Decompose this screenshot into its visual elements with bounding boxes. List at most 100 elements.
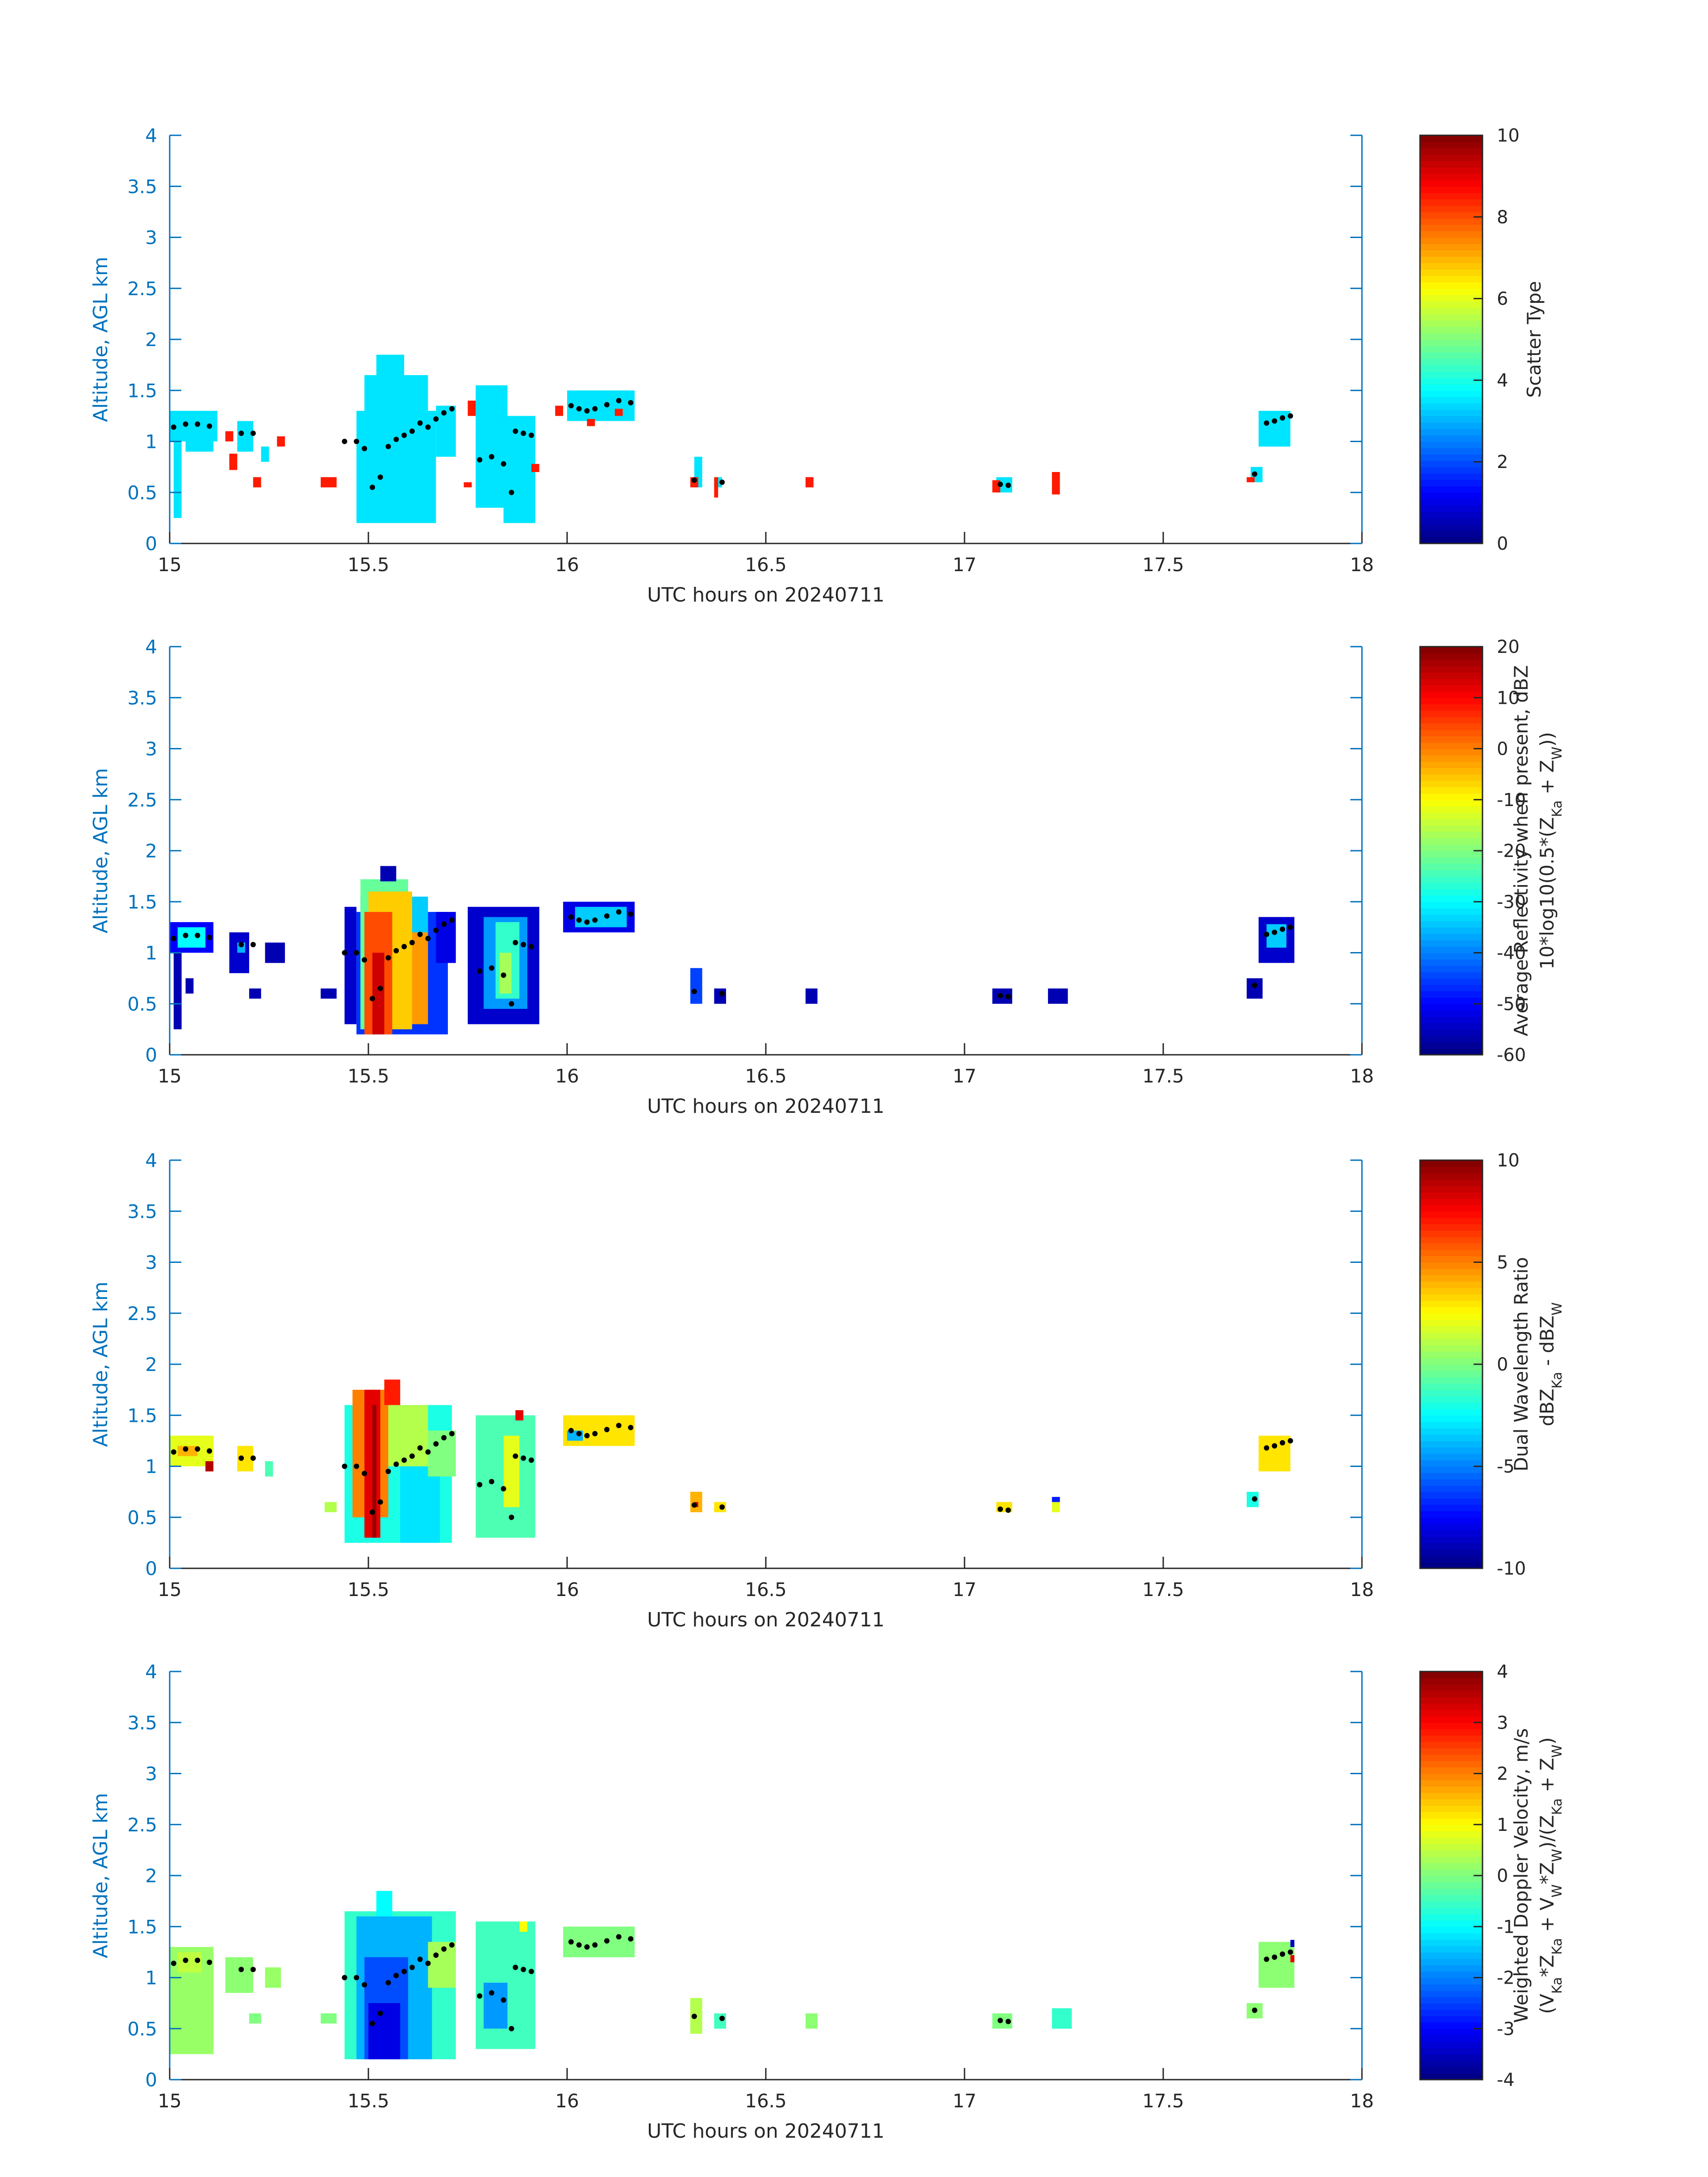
heatmap-cell bbox=[1052, 1497, 1060, 1502]
y-tick-label: 0 bbox=[145, 533, 157, 555]
heatmap-cell bbox=[499, 953, 512, 994]
overlay-dot bbox=[584, 408, 590, 414]
colorbar-step bbox=[1420, 940, 1482, 947]
overlay-dots bbox=[171, 398, 1293, 495]
colorbar-step bbox=[1420, 1780, 1482, 1787]
colorbar-step bbox=[1420, 1952, 1482, 1959]
overlay-dot bbox=[354, 439, 359, 444]
overlay-dot bbox=[342, 1463, 347, 1469]
x-tick-label: 16.5 bbox=[745, 1579, 787, 1600]
colorbar-step bbox=[1420, 1511, 1482, 1518]
overlay-dot bbox=[401, 1457, 407, 1463]
heatmap-cell bbox=[806, 2013, 818, 2029]
colorbar-step bbox=[1420, 1179, 1482, 1186]
colorbar-step bbox=[1420, 1888, 1482, 1895]
colorbar-step bbox=[1420, 1326, 1482, 1333]
colorbar-step bbox=[1420, 231, 1482, 238]
colorbar-step bbox=[1420, 1016, 1482, 1024]
overlay-dot bbox=[207, 1448, 212, 1454]
colorbar-step bbox=[1420, 768, 1482, 775]
colorbar-step bbox=[1420, 710, 1482, 717]
colorbar-step bbox=[1420, 1472, 1482, 1479]
colorbar-step bbox=[1420, 460, 1482, 468]
overlay-dot bbox=[441, 410, 447, 416]
heatmap-cell bbox=[237, 421, 253, 452]
overlay-dot bbox=[171, 936, 176, 941]
overlay-dot bbox=[691, 989, 697, 994]
colorbar-step bbox=[1420, 1742, 1482, 1749]
y-tick-label: 2 bbox=[145, 1354, 157, 1375]
panel-doppler-velocity: 15 15.5 16 16.5 17 17.5 18 0 0.5 1 1.5 2 2.5 3 3.5 4 UTC… bbox=[89, 1661, 1565, 2143]
colorbar-step bbox=[1420, 799, 1482, 806]
overlay-dot bbox=[998, 993, 1003, 999]
colorbar-step bbox=[1420, 1690, 1482, 1697]
y-tick-label: 3.5 bbox=[127, 1200, 157, 1222]
overlay-dot bbox=[568, 914, 574, 920]
heatmap-cell bbox=[714, 477, 718, 498]
colorbar-tick-label: 20 bbox=[1497, 637, 1520, 657]
colorbar-tick-label: 8 bbox=[1497, 207, 1508, 228]
colorbar-step bbox=[1420, 1351, 1482, 1358]
colorbar-step bbox=[1420, 1217, 1482, 1224]
overlay-dot bbox=[354, 950, 359, 956]
overlay-dot bbox=[628, 1425, 634, 1430]
overlay-dot bbox=[691, 2014, 697, 2019]
overlay-dot bbox=[183, 932, 188, 938]
colorbar-step bbox=[1420, 717, 1482, 724]
colorbar-step bbox=[1420, 742, 1482, 749]
overlay-dot bbox=[354, 1975, 359, 1981]
colorbar-step bbox=[1420, 1390, 1482, 1397]
overlay-dot bbox=[1264, 932, 1270, 937]
heatmap-cell bbox=[531, 464, 539, 472]
colorbar-step bbox=[1420, 1275, 1482, 1282]
colorbar-tick-label: 4 bbox=[1497, 370, 1508, 391]
heatmap-cell bbox=[372, 953, 384, 1035]
colorbar-step bbox=[1420, 505, 1482, 512]
colorbar-step bbox=[1420, 889, 1482, 896]
overlay-dot bbox=[616, 1934, 622, 1940]
colorbar-step bbox=[1420, 1320, 1482, 1327]
colorbar-step bbox=[1420, 832, 1482, 839]
heatmap-cell bbox=[690, 1492, 702, 1513]
overlay-dot bbox=[576, 406, 582, 412]
heatmap-cell bbox=[519, 1921, 527, 1932]
colorbar-step bbox=[1420, 1313, 1482, 1320]
colorbar-step bbox=[1420, 882, 1482, 890]
colorbar-label-line: dBZKa - dBZW bbox=[1536, 1302, 1565, 1426]
colorbar-step bbox=[1420, 243, 1482, 251]
colorbar-step bbox=[1420, 2022, 1482, 2029]
overlay-dot bbox=[1252, 982, 1257, 988]
colorbar-step bbox=[1420, 838, 1482, 845]
colorbar-step bbox=[1420, 1799, 1482, 1806]
colorbar-step bbox=[1420, 1703, 1482, 1710]
colorbar-step bbox=[1420, 358, 1482, 365]
colorbar-step bbox=[1420, 1748, 1482, 1755]
overlay-dot bbox=[1287, 413, 1293, 419]
overlay-dot bbox=[568, 1428, 574, 1433]
colorbar-step bbox=[1420, 748, 1482, 756]
colorbar-step bbox=[1420, 282, 1482, 289]
colorbar-step bbox=[1420, 921, 1482, 928]
y-tick-label: 0 bbox=[145, 2069, 157, 2091]
overlay-dot bbox=[425, 1449, 431, 1455]
colorbar-step bbox=[1420, 288, 1482, 295]
colorbar-step bbox=[1420, 1984, 1482, 1991]
y-tick-label: 0 bbox=[145, 1044, 157, 1066]
overlay-dot bbox=[1287, 1949, 1293, 1955]
colorbar-step bbox=[1420, 1237, 1482, 1244]
colorbar-tick-label: -40 bbox=[1497, 943, 1526, 964]
x-tick-label: 17.5 bbox=[1142, 1065, 1184, 1087]
y-tick-label: 1 bbox=[145, 431, 157, 453]
heatmap-cell bbox=[806, 988, 818, 1004]
heatmap-cell bbox=[1246, 978, 1263, 999]
colorbar-step bbox=[1420, 1338, 1482, 1345]
overlay-dot bbox=[513, 940, 518, 945]
colorbar-step bbox=[1420, 1281, 1482, 1288]
colorbar-step bbox=[1420, 991, 1482, 998]
colorbar-step bbox=[1420, 2047, 1482, 2055]
x-tick-label: 15.5 bbox=[347, 2090, 389, 2112]
colorbar-tick-label: 10 bbox=[1497, 688, 1520, 708]
y-tick-label: 3.5 bbox=[127, 1712, 157, 1734]
colorbar-step bbox=[1420, 320, 1482, 327]
overlay-dot bbox=[509, 489, 514, 495]
